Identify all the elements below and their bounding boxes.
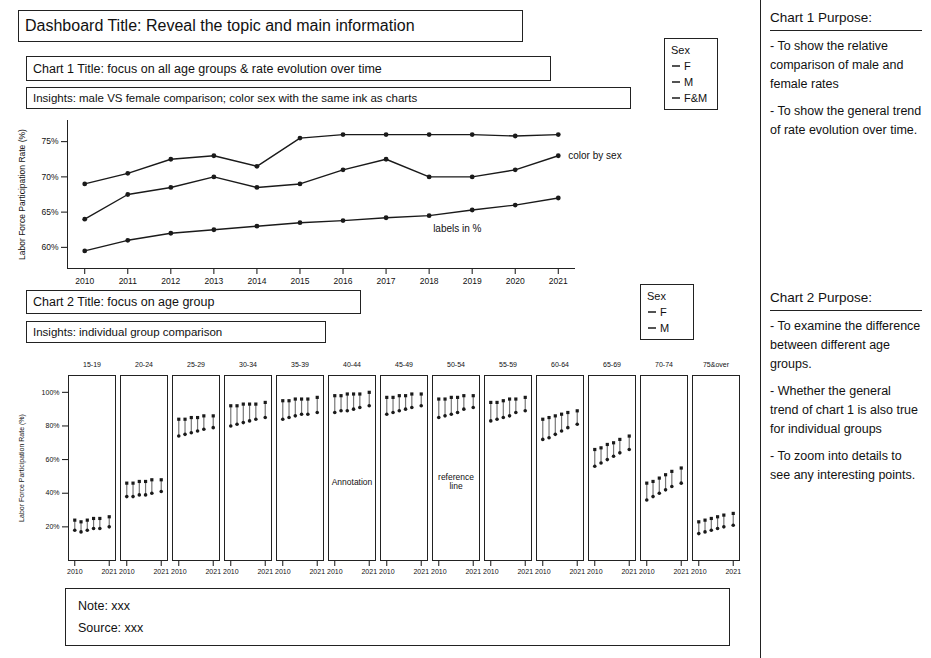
- html-text:Chart 2 Purpose:: Chart 2 Purpose:: [770, 290, 873, 305]
- svg-text:20-24: 20-24: [135, 361, 153, 368]
- svg-text:2018: 2018: [420, 276, 439, 286]
- svg-text:20%: 20%: [45, 523, 59, 530]
- html-text:- To show the general trend of: - To show the general trend of rate evol…: [770, 104, 922, 137]
- svg-text:2014: 2014: [247, 276, 266, 286]
- html-text:Dashboard Title: Reveal the to: Dashboard Title: Reveal the topic and ma…: [25, 17, 415, 34]
- svg-text:Labor Force Participation Rate: Labor Force Participation Rate (%): [17, 129, 27, 260]
- svg-text:Annotation: Annotation: [332, 477, 373, 487]
- svg-text:2010: 2010: [379, 568, 395, 575]
- html-text:- To show the relative compari: - To show the relative comparison of mal…: [770, 39, 904, 91]
- svg-text:referenceline: referenceline: [438, 472, 474, 491]
- svg-text:2010: 2010: [171, 568, 187, 575]
- svg-text:2013: 2013: [204, 276, 223, 286]
- svg-text:2010: 2010: [275, 568, 291, 575]
- html-text:Chart 1 Purpose:: Chart 1 Purpose:: [770, 10, 873, 25]
- svg-text:2021: 2021: [205, 568, 221, 575]
- svg-text:2015: 2015: [291, 276, 310, 286]
- html-text:Insights: male VS female compa: Insights: male VS female comparison; col…: [33, 92, 418, 104]
- svg-text:2010: 2010: [67, 568, 83, 575]
- svg-text:70-74: 70-74: [655, 361, 673, 368]
- svg-text:40-44: 40-44: [343, 361, 361, 368]
- svg-text:2010: 2010: [535, 568, 551, 575]
- svg-text:100%: 100%: [42, 389, 60, 396]
- html-text:Sex: Sex: [647, 290, 666, 302]
- svg-text:2020: 2020: [506, 276, 525, 286]
- svg-text:40%: 40%: [45, 489, 59, 496]
- html-text:F: F: [684, 60, 691, 72]
- svg-text:color by sex: color by sex: [568, 150, 621, 161]
- svg-text:25-29: 25-29: [187, 361, 205, 368]
- svg-text:50-54: 50-54: [447, 361, 465, 368]
- svg-text:15-19: 15-19: [83, 361, 101, 368]
- svg-text:2021: 2021: [621, 568, 637, 575]
- html-text:Chart 1 Title: focus on all ag: Chart 1 Title: focus on all age groups &…: [33, 61, 382, 76]
- svg-text:2021: 2021: [517, 568, 533, 575]
- html-text:Sex: Sex: [671, 44, 690, 56]
- svg-text:2021: 2021: [101, 568, 117, 575]
- svg-text:2010: 2010: [327, 568, 343, 575]
- svg-text:2021: 2021: [725, 568, 741, 575]
- svg-text:2010: 2010: [587, 568, 603, 575]
- html-text:- To examine the difference be: - To examine the difference between diff…: [770, 319, 921, 371]
- svg-text:55-59: 55-59: [499, 361, 517, 368]
- svg-text:2017: 2017: [377, 276, 396, 286]
- svg-text:2011: 2011: [119, 276, 138, 286]
- svg-text:2016: 2016: [334, 276, 353, 286]
- svg-text:75&over: 75&over: [703, 361, 730, 368]
- svg-text:2021: 2021: [673, 568, 689, 575]
- html-text:F: F: [660, 306, 667, 318]
- svg-text:2010: 2010: [483, 568, 499, 575]
- svg-text:45-49: 45-49: [395, 361, 413, 368]
- svg-text:2019: 2019: [463, 276, 482, 286]
- svg-text:2021: 2021: [569, 568, 585, 575]
- html-text:M: M: [684, 76, 694, 88]
- html-text:F&M: F&M: [684, 92, 708, 104]
- svg-text:65%: 65%: [41, 207, 58, 217]
- html-text:Insights: individual group com: Insights: individual group comparison: [33, 326, 223, 338]
- svg-text:2010: 2010: [639, 568, 655, 575]
- html-text:- Whether the general trend of: - Whether the general trend of chart 1 i…: [770, 384, 918, 436]
- svg-text:60%: 60%: [45, 456, 59, 463]
- html-text:Chart 2 Title: focus on age gr: Chart 2 Title: focus on age group: [33, 295, 215, 309]
- svg-text:2021: 2021: [465, 568, 481, 575]
- svg-text:35-39: 35-39: [291, 361, 309, 368]
- svg-text:Labor Force Participation Rate: Labor Force Participation Rate (%): [18, 414, 26, 522]
- svg-text:60%: 60%: [41, 242, 58, 252]
- svg-text:30-34: 30-34: [239, 361, 257, 368]
- svg-text:2010: 2010: [75, 276, 94, 286]
- svg-text:65-69: 65-69: [603, 361, 621, 368]
- svg-text:2010: 2010: [223, 568, 239, 575]
- svg-text:80%: 80%: [45, 422, 59, 429]
- svg-text:60-64: 60-64: [551, 361, 569, 368]
- svg-text:labels in %: labels in %: [433, 223, 481, 234]
- html-text:- To zoom into details to see: - To zoom into details to see any intere…: [770, 449, 916, 482]
- svg-text:2010: 2010: [431, 568, 447, 575]
- svg-text:2021: 2021: [361, 568, 377, 575]
- svg-text:2021: 2021: [413, 568, 429, 575]
- svg-text:2010: 2010: [691, 568, 707, 575]
- html-text:M: M: [660, 322, 670, 334]
- html-text:Source: xxx: Source: xxx: [78, 621, 144, 635]
- svg-text:2021: 2021: [153, 568, 169, 575]
- svg-text:70%: 70%: [41, 172, 58, 182]
- svg-text:75%: 75%: [41, 136, 58, 146]
- svg-text:2012: 2012: [161, 276, 180, 286]
- svg-text:2021: 2021: [309, 568, 325, 575]
- html-text:Note: xxx: Note: xxx: [78, 599, 131, 613]
- svg-text:2010: 2010: [119, 568, 135, 575]
- svg-text:2021: 2021: [257, 568, 273, 575]
- svg-text:2021: 2021: [549, 276, 568, 286]
